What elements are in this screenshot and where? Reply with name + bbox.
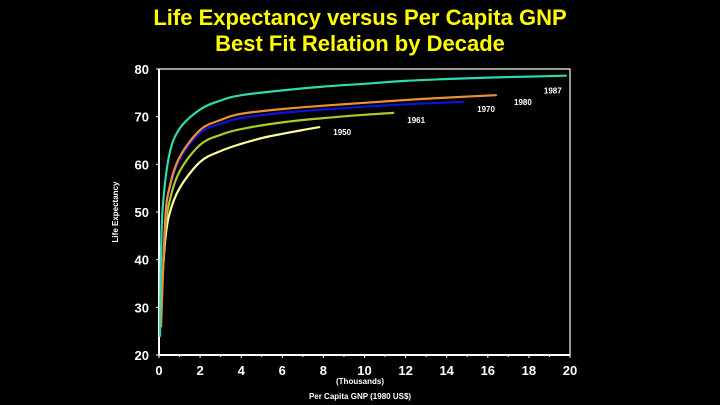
y-tick-label: 70 [135, 110, 149, 125]
y-tick-label: 40 [135, 253, 149, 268]
chart-subtitle: Best Fit Relation by Decade [215, 31, 505, 56]
x-tick-label: 18 [522, 363, 536, 378]
series-label-1980: 1980 [514, 98, 532, 107]
x-tick-label: 8 [320, 363, 327, 378]
x-tick-label: 12 [398, 363, 412, 378]
x-tick-label: 2 [196, 363, 203, 378]
x-tick-label: 0 [155, 363, 162, 378]
series-line-1950 [161, 126, 321, 285]
series-label-1950: 1950 [333, 128, 351, 137]
series-label-1961: 1961 [407, 116, 425, 125]
x-tick-label: 16 [481, 363, 495, 378]
x-tick-label: 6 [279, 363, 286, 378]
series-label-1970: 1970 [477, 105, 495, 114]
y-tick-label: 80 [135, 62, 149, 77]
x-axis-label: Per Capita GNP (1980 US$) [309, 392, 411, 401]
x-axis-unit-label: (Thousands) [336, 377, 384, 386]
series-line-1970 [160, 100, 465, 318]
x-tick-label: 20 [563, 363, 577, 378]
y-tick-label: 50 [135, 205, 149, 220]
x-tick-label: 10 [357, 363, 371, 378]
x-tick-label: 4 [238, 363, 246, 378]
y-tick-label: 30 [135, 300, 149, 315]
plot-frame [158, 68, 571, 356]
series-line-1961 [160, 111, 395, 295]
y-axis-label: Life Expectancy [111, 181, 120, 242]
y-tick-label: 20 [135, 348, 149, 363]
x-tick-label: 14 [439, 363, 454, 378]
series-line-1987 [158, 74, 567, 337]
series-label-1987: 1987 [544, 87, 562, 96]
y-tick-label: 60 [135, 157, 149, 172]
chart-title: Life Expectancy versus Per Capita GNP [153, 5, 567, 30]
series-line-1980 [160, 94, 498, 328]
